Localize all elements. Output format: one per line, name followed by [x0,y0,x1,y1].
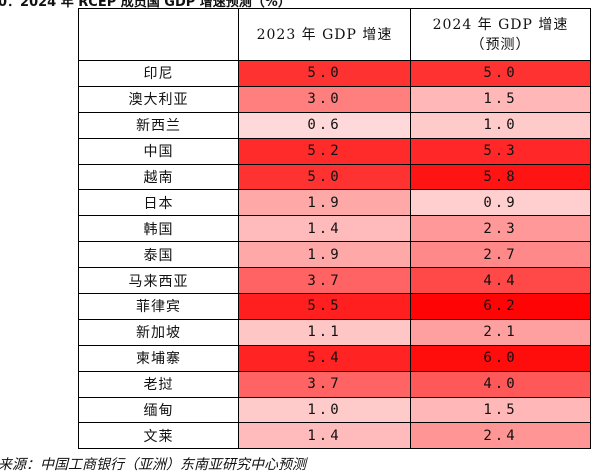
value-cell: 1.9 [238,189,411,217]
country-cell: 中国 [78,137,239,165]
data-row: 菲律宾 5.5 6.2 [78,293,591,320]
data-row: 文莱 1.4 2.4 [78,422,591,450]
value-cell: 1.0 [410,111,591,139]
value-cell: 3.7 [238,267,411,295]
data-row: 缅甸 1.0 1.5 [78,396,591,424]
data-row: 新西兰 0.6 1.0 [78,111,591,139]
value-cell: 1.5 [410,396,591,424]
country-cell: 菲律宾 [78,293,239,320]
country-cell: 文莱 [78,422,239,450]
value-cell: 1.4 [238,215,411,243]
data-row: 澳大利亚 3.0 1.5 [78,85,591,113]
country-cell: 马来西亚 [78,267,239,295]
caption: 0：2024 年 RCEP 成员国 GDP 增速预测（%） [0,0,291,10]
header-row: 2023 年 GDP 增速 2024 年 GDP 增速 （预测） [78,8,591,61]
gdp-table: 2023 年 GDP 增速 2024 年 GDP 增速 （预测） 印尼 5.0 5.0 澳大… [78,8,591,450]
data-row: 中国 5.2 5.3 [78,137,591,165]
value-cell: 1.9 [238,241,411,269]
country-cell: 新西兰 [78,111,239,139]
value-cell: 4.4 [410,267,591,295]
value-cell: 1.0 [238,396,411,424]
value-cell: 2.3 [410,215,591,243]
data-row: 印尼 5.0 5.0 [78,60,591,87]
header-cell: 2023 年 GDP 增速 [238,8,411,61]
value-cell: 6.0 [410,344,591,372]
country-cell: 印尼 [78,60,239,87]
value-cell: 0.9 [410,189,591,217]
value-cell: 5.2 [238,137,411,165]
source-note: 来源：中国工商银行（亚洲）东南亚研究中心预测 [0,457,306,473]
value-cell: 5.3 [410,137,591,165]
data-row: 新加坡 1.1 2.1 [78,318,591,346]
header-line: （预测） [470,36,531,53]
country-cell: 老挝 [78,370,239,398]
value-cell: 3.0 [238,85,411,113]
country-cell: 泰国 [78,241,239,269]
country-cell: 韩国 [78,215,239,243]
header-cell: 2024 年 GDP 增速 （预测） [410,8,591,61]
value-cell: 1.5 [410,85,591,113]
country-cell: 缅甸 [78,396,239,424]
country-cell: 日本 [78,189,239,217]
data-row: 韩国 1.4 2.3 [78,215,591,243]
value-cell: 4.0 [410,370,591,398]
country-cell: 柬埔寨 [78,344,239,372]
value-cell: 5.0 [238,163,411,191]
value-cell: 1.1 [238,318,411,346]
value-cell: 5.0 [238,60,411,87]
value-cell: 5.8 [410,163,591,191]
data-row: 越南 5.0 5.8 [78,163,591,191]
value-cell: 5.4 [238,344,411,372]
value-cell: 6.2 [410,293,591,320]
data-row: 泰国 1.9 2.7 [78,241,591,269]
value-cell: 3.7 [238,370,411,398]
data-row: 柬埔寨 5.4 6.0 [78,344,591,372]
value-cell: 1.4 [238,422,411,450]
country-cell: 新加坡 [78,318,239,346]
header-cell [78,8,239,61]
data-row: 马来西亚 3.7 4.4 [78,267,591,295]
header-line: 2024 年 GDP 增速 [432,16,569,33]
value-cell: 5.0 [410,60,591,87]
value-cell: 2.4 [410,422,591,450]
value-cell: 2.7 [410,241,591,269]
data-row: 老挝 3.7 4.0 [78,370,591,398]
value-cell: 2.1 [410,318,591,346]
data-row: 日本 1.9 0.9 [78,189,591,217]
value-cell: 0.6 [238,111,411,139]
country-cell: 越南 [78,163,239,191]
country-cell: 澳大利亚 [78,85,239,113]
value-cell: 5.5 [238,293,411,320]
